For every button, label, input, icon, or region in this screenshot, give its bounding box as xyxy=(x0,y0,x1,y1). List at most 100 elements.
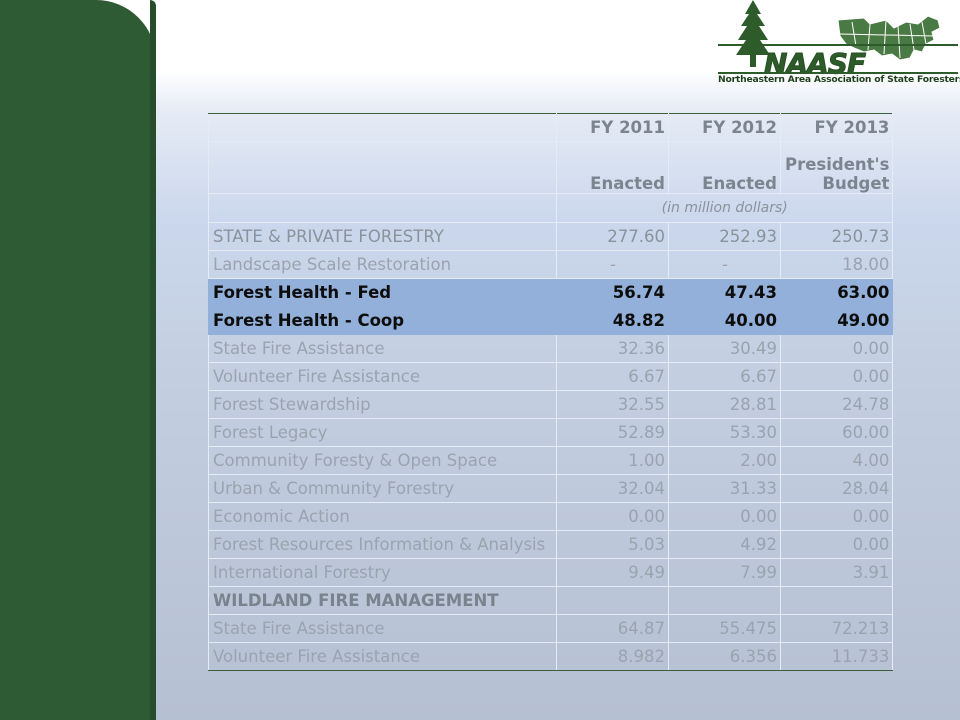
row-label: Forest Health - Coop xyxy=(208,306,557,335)
row-fy2013-value: 250.73 xyxy=(779,222,894,251)
naasf-logo: NAASF Northeastern Area Association of S… xyxy=(716,0,960,90)
table-row: Forest Stewardship 32.55 28.81 24.78 xyxy=(208,390,894,419)
row-fy2013-value: 4.00 xyxy=(779,446,894,475)
row-fy2013-value: 72.213 xyxy=(779,614,894,643)
row-fy2013-value: 18.00 xyxy=(779,250,894,279)
row-fy2013-value: 24.78 xyxy=(779,390,894,419)
row-fy2012-value: 31.33 xyxy=(668,474,781,503)
subheader-fy2013-line2: Budget xyxy=(822,174,890,193)
row-fy2013-value: 60.00 xyxy=(779,418,894,447)
row-fy2011-value: 52.89 xyxy=(556,418,669,447)
row-fy2011-value: 56.74 xyxy=(556,278,669,307)
row-fy2012-value: 7.99 xyxy=(668,558,781,587)
row-label: Community Foresty & Open Space xyxy=(208,446,557,475)
row-fy2011-value: - xyxy=(556,250,669,279)
units-label: (in million dollars) xyxy=(555,193,894,223)
northeast-states-map-icon xyxy=(837,15,941,61)
row-label: Forest Legacy xyxy=(208,418,557,447)
table-units-row: (in million dollars) xyxy=(208,193,894,223)
table-row: Forest Resources Information & Analysis 5… xyxy=(208,530,894,559)
row-fy2011-value: 32.36 xyxy=(556,334,669,363)
row-fy2013-value: 63.00 xyxy=(779,278,894,307)
row-fy2011-value: 48.82 xyxy=(556,306,669,335)
row-fy2013-value xyxy=(779,586,894,615)
row-label: Landscape Scale Restoration xyxy=(208,250,557,279)
budget-table: FY 2011 FY 2012 FY 2013 Enacted Enacted … xyxy=(208,113,894,671)
decorative-sidebar xyxy=(0,0,156,720)
logo-tagline: Northeastern Area Association of State F… xyxy=(718,74,960,85)
row-fy2013-value: 0.00 xyxy=(779,362,894,391)
row-label: International Forestry xyxy=(208,558,557,587)
row-fy2013-value: 28.04 xyxy=(779,474,894,503)
row-fy2011-value: 9.49 xyxy=(556,558,669,587)
row-fy2013-value: 0.00 xyxy=(779,502,894,531)
header-fy2011: FY 2011 xyxy=(556,113,669,142)
table-row: International Forestry 9.49 7.99 3.91 xyxy=(208,558,894,587)
subheader-fy2013-line1: President's xyxy=(785,155,890,174)
row-fy2011-value: 32.55 xyxy=(556,390,669,419)
row-fy2012-value xyxy=(668,586,781,615)
row-fy2012-value: 28.81 xyxy=(668,390,781,419)
row-label: State Fire Assistance xyxy=(208,334,557,363)
row-fy2012-value: 55.475 xyxy=(668,614,781,643)
subheader-fy2011: Enacted xyxy=(556,141,669,194)
row-fy2011-value xyxy=(556,586,669,615)
row-fy2013-value: 49.00 xyxy=(779,306,894,335)
row-fy2011-value: 64.87 xyxy=(556,614,669,643)
logo-top-rule xyxy=(718,44,958,46)
subheader-fy2013: President's Budget xyxy=(779,141,894,194)
row-fy2011-value: 8.982 xyxy=(556,642,669,671)
row-fy2011-value: 277.60 xyxy=(556,222,669,251)
table-header-row: FY 2011 FY 2012 FY 2013 xyxy=(208,113,894,142)
row-fy2012-value: 47.43 xyxy=(668,278,781,307)
header-empty-cell xyxy=(208,113,557,142)
row-fy2011-value: 5.03 xyxy=(556,530,669,559)
table-row: Forest Legacy 52.89 53.30 60.00 xyxy=(208,418,894,447)
logo-bottom-rule xyxy=(718,72,958,74)
row-fy2012-value: 53.30 xyxy=(668,418,781,447)
subheader-empty-cell xyxy=(208,141,557,194)
row-label: Volunteer Fire Assistance xyxy=(208,362,557,391)
row-fy2011-value: 0.00 xyxy=(556,502,669,531)
table-row: WILDLAND FIRE MANAGEMENT xyxy=(208,586,894,615)
table-row: Forest Health - Coop 48.82 40.00 49.00 xyxy=(208,306,894,335)
decorative-sidebar-edge xyxy=(150,0,156,720)
table-row: Community Foresty & Open Space 1.00 2.00 4.… xyxy=(208,446,894,475)
row-fy2012-value: 6.67 xyxy=(668,362,781,391)
subheader-fy2012: Enacted xyxy=(668,141,781,194)
row-fy2012-value: 2.00 xyxy=(668,446,781,475)
row-label: STATE & PRIVATE FORESTRY xyxy=(208,222,557,251)
pine-tree-icon xyxy=(736,0,770,67)
row-label: Forest Stewardship xyxy=(208,390,557,419)
row-fy2012-value: 4.92 xyxy=(668,530,781,559)
table-row: Forest Health - Fed 56.74 47.43 63.00 xyxy=(208,278,894,307)
row-label: Economic Action xyxy=(208,502,557,531)
row-fy2013-value: 11.733 xyxy=(779,642,894,671)
table-row: State Fire Assistance 32.36 30.49 0.00 xyxy=(208,334,894,363)
table-subheader-row: Enacted Enacted President's Budget xyxy=(208,141,894,194)
row-label: Forest Health - Fed xyxy=(208,278,557,307)
table-row: Urban & Community Forestry 32.04 31.33 28.0… xyxy=(208,474,894,503)
units-empty-cell xyxy=(208,193,557,223)
row-fy2012-value: 6.356 xyxy=(668,642,781,671)
row-label: State Fire Assistance xyxy=(208,614,557,643)
logo-wordmark: NAASF xyxy=(763,47,866,81)
row-fy2011-value: 32.04 xyxy=(556,474,669,503)
row-fy2012-value: - xyxy=(668,250,781,279)
row-fy2012-value: 0.00 xyxy=(668,502,781,531)
table-row: Economic Action 0.00 0.00 0.00 xyxy=(208,502,894,531)
row-fy2013-value: 0.00 xyxy=(779,334,894,363)
header-fy2013: FY 2013 xyxy=(779,113,894,142)
table-row: STATE & PRIVATE FORESTRY 277.60 252.93 250.… xyxy=(208,222,894,251)
row-label: WILDLAND FIRE MANAGEMENT xyxy=(208,586,557,615)
row-fy2013-value: 3.91 xyxy=(779,558,894,587)
table-row: State Fire Assistance 64.87 55.475 72.213 xyxy=(208,614,894,643)
table-row: Volunteer Fire Assistance 6.67 6.67 0.00 xyxy=(208,362,894,391)
row-label: Volunteer Fire Assistance xyxy=(208,642,557,671)
table-row: Landscape Scale Restoration - -18.00 xyxy=(208,250,894,279)
row-fy2012-value: 40.00 xyxy=(668,306,781,335)
table-row: Volunteer Fire Assistance 8.982 6.356 11.73… xyxy=(208,642,894,671)
row-fy2011-value: 1.00 xyxy=(556,446,669,475)
row-fy2012-value: 30.49 xyxy=(668,334,781,363)
row-label: Forest Resources Information & Analysis xyxy=(208,530,557,559)
